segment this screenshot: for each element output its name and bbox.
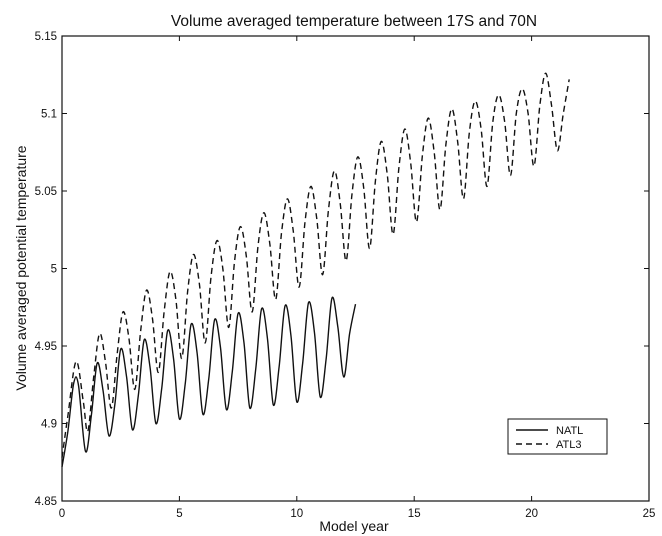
y-tick-label: 5 — [51, 264, 57, 276]
legend: NATL ATL3 — [507, 418, 608, 455]
y-tick-label: 4.85 — [35, 496, 57, 508]
y-tick-label: 4.95 — [35, 341, 57, 353]
y-axis-label: Volume averaged potential temperature — [13, 145, 29, 390]
y-tick-label: 5.1 — [41, 109, 57, 121]
series-line-atl3 — [61, 72, 570, 458]
x-tick-label: 25 — [643, 508, 656, 520]
x-tick-label: 5 — [176, 508, 182, 520]
y-tick-label: 5.05 — [35, 186, 57, 198]
x-tick-label: 10 — [290, 508, 303, 520]
series-line-natl — [61, 296, 357, 468]
x-tick-label: 15 — [408, 508, 421, 520]
axis-ticks: 0 5 10 15 20 25 4.85 4.9 4.95 5 5.05 5.1 5.15 — [35, 31, 656, 520]
x-axis-label: Model year — [319, 518, 389, 534]
series-layer — [61, 72, 570, 468]
legend-label-natl: NATL — [556, 425, 583, 437]
chart-title: Volume averaged temperature between 17S … — [171, 13, 537, 30]
x-tick-label: 0 — [59, 508, 65, 520]
y-tick-label: 5.15 — [35, 31, 57, 43]
x-tick-label: 20 — [525, 508, 538, 520]
legend-box — [507, 418, 608, 455]
y-tick-label: 4.9 — [41, 419, 57, 431]
legend-label-atl3: ATL3 — [556, 439, 581, 451]
